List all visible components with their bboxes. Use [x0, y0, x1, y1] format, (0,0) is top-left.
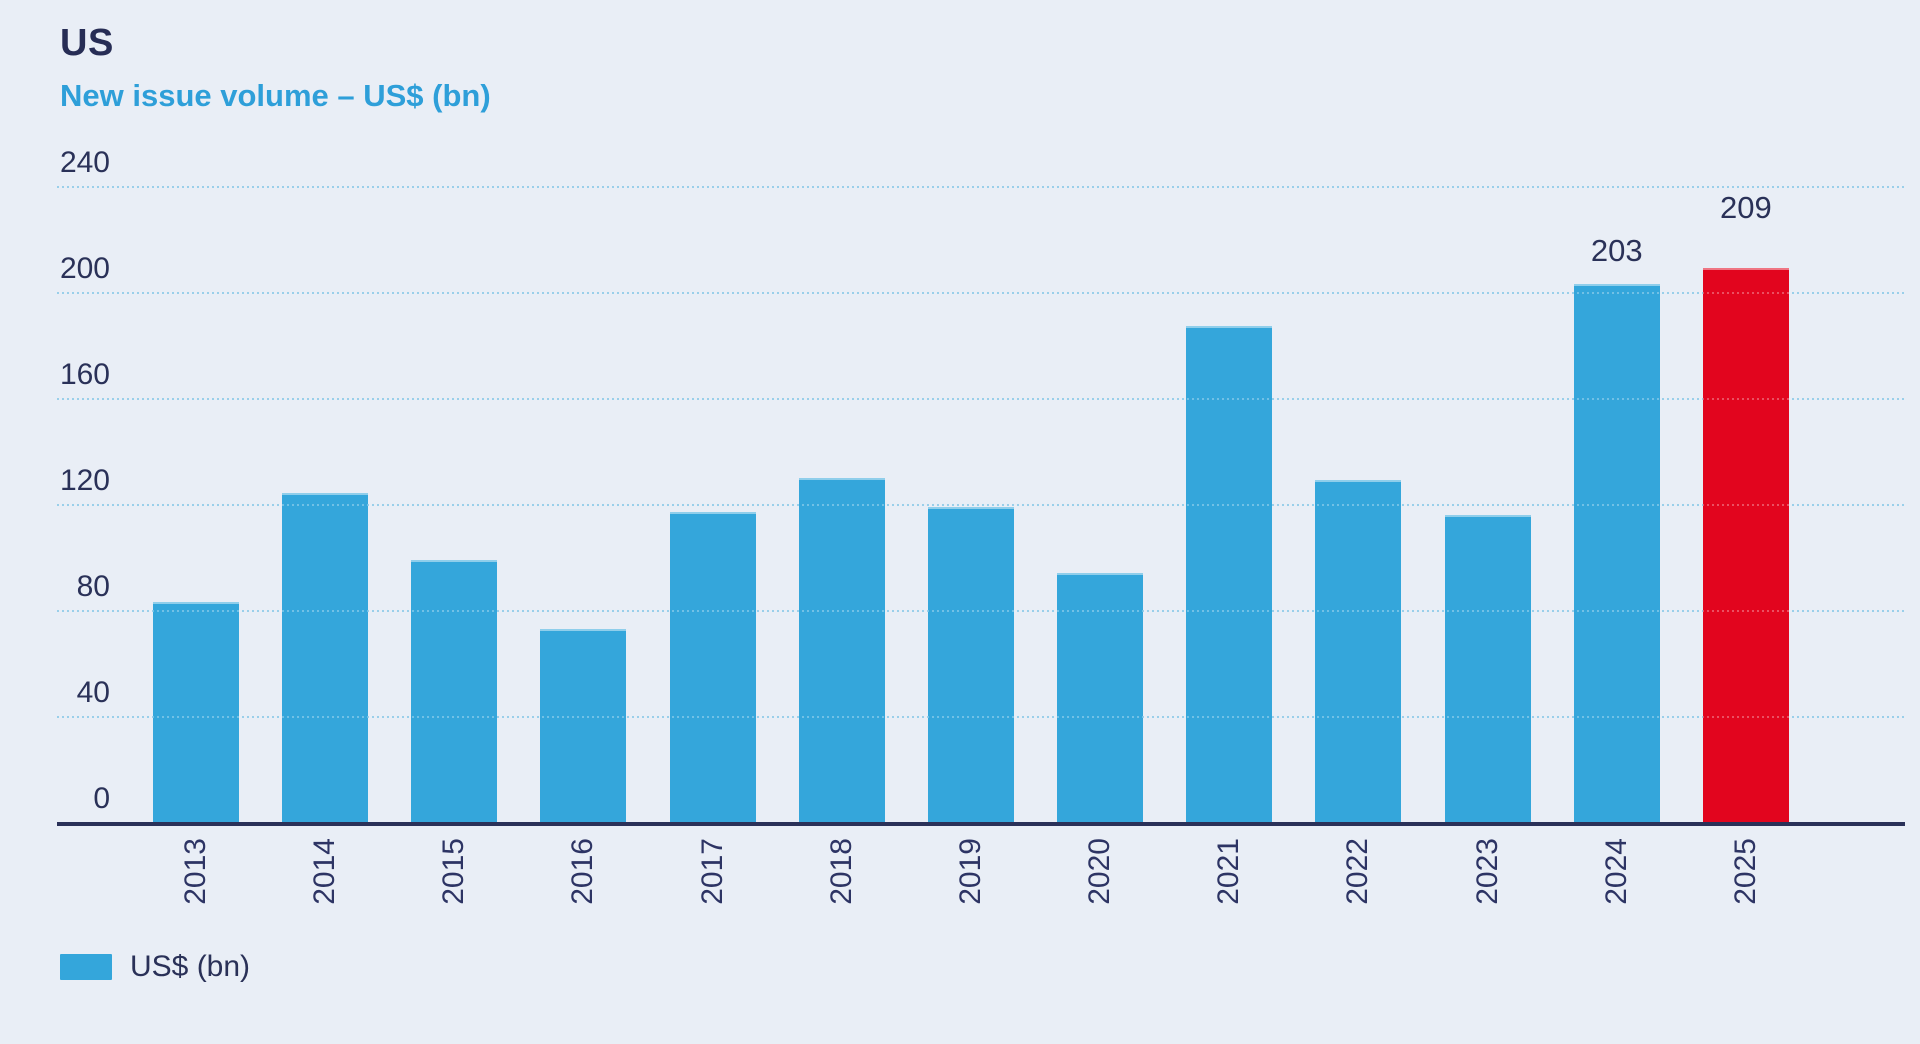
bar-slot: 2015 — [411, 186, 498, 905]
bar-2018 — [798, 477, 885, 822]
bar-2013 — [153, 602, 239, 822]
x-axis-label-2025: 2025 — [1728, 838, 1762, 905]
bar-slot: 2014 — [282, 186, 369, 905]
bar-2014 — [282, 493, 369, 822]
x-axis-line — [57, 822, 1905, 826]
gridline-overlay — [57, 186, 1905, 188]
x-axis-label-2021: 2021 — [1212, 838, 1246, 905]
y-axis-tick-label: 0 — [93, 782, 110, 815]
legend-swatch — [60, 954, 112, 980]
bar-2017 — [669, 511, 756, 822]
x-axis-label-2013: 2013 — [179, 838, 212, 905]
bar-slot: 2017 — [669, 186, 756, 905]
legend-label: US$ (bn) — [130, 950, 251, 983]
bar-2024 — [1573, 284, 1660, 822]
bar-value-label-2024: 203 — [1590, 233, 1643, 269]
x-axis-label-2018: 2018 — [824, 838, 858, 905]
x-axis-label-2014: 2014 — [308, 838, 342, 905]
y-axis-tick-label: 160 — [59, 357, 110, 391]
bar-slot: 2021 — [1186, 186, 1273, 905]
y-axis-tick-label: 120 — [59, 464, 110, 497]
gridline — [57, 398, 1905, 400]
y-axis-tick-label: 240 — [59, 146, 110, 179]
bar-2016 — [540, 628, 627, 822]
bar-slot: 2013 — [153, 186, 239, 905]
y-axis-tick-label: 200 — [59, 251, 110, 285]
chart-subtitle: New issue volume – US$ (bn) — [60, 78, 491, 113]
bar-2020 — [1057, 572, 1144, 822]
gridline-overlay — [57, 716, 1905, 718]
bars-layer: 2013 2014 2015 2016 2017 2018 2019 2020 2021 2022… — [153, 186, 1789, 905]
bar-2023 — [1444, 514, 1531, 822]
y-axis-tick-label: 80 — [76, 569, 110, 603]
bar-value-label-2025: 209 — [1720, 190, 1772, 226]
y-axis-tick-label: 40 — [76, 676, 110, 709]
bar-slot: 2016 — [540, 186, 627, 905]
bar-slot: 2019 — [927, 186, 1014, 905]
bar-slot: 2018 — [798, 186, 885, 905]
x-axis-label-2017: 2017 — [695, 838, 729, 905]
gridline-overlay — [57, 398, 1905, 400]
x-axis-label-2022: 2022 — [1341, 838, 1375, 905]
bar-slot: 2020 — [1057, 186, 1144, 905]
bar-slot: 2022 — [1315, 186, 1402, 905]
bar-2022 — [1315, 480, 1402, 822]
bar-slot: 2023 — [1444, 186, 1531, 905]
gridline — [57, 186, 1905, 188]
gridline-overlay — [57, 610, 1905, 612]
x-axis-label-2019: 2019 — [953, 838, 987, 905]
bar-slot: 209 2025 — [1702, 186, 1789, 905]
plot-area: 2013 2014 2015 2016 2017 2018 2019 2020 2021 2022… — [57, 148, 1905, 905]
gridline — [57, 292, 1905, 294]
gridline-overlay — [57, 292, 1905, 294]
x-axis-label-2020: 2020 — [1083, 838, 1117, 905]
page-title: US — [60, 22, 114, 64]
gridline-overlay — [57, 504, 1905, 506]
bar-2019 — [927, 506, 1014, 822]
x-axis-label-2015: 2015 — [437, 838, 471, 905]
bar-2015 — [411, 559, 498, 822]
x-axis-label-2023: 2023 — [1470, 838, 1504, 905]
x-axis-label-2024: 2024 — [1599, 838, 1633, 905]
bar-2021 — [1186, 326, 1273, 822]
gridline — [57, 504, 1905, 506]
bar-slot: 203 2024 — [1573, 186, 1660, 905]
legend: US$ (bn) — [60, 950, 250, 984]
x-axis-label-2016: 2016 — [566, 838, 600, 905]
bar-2025 — [1702, 268, 1789, 822]
